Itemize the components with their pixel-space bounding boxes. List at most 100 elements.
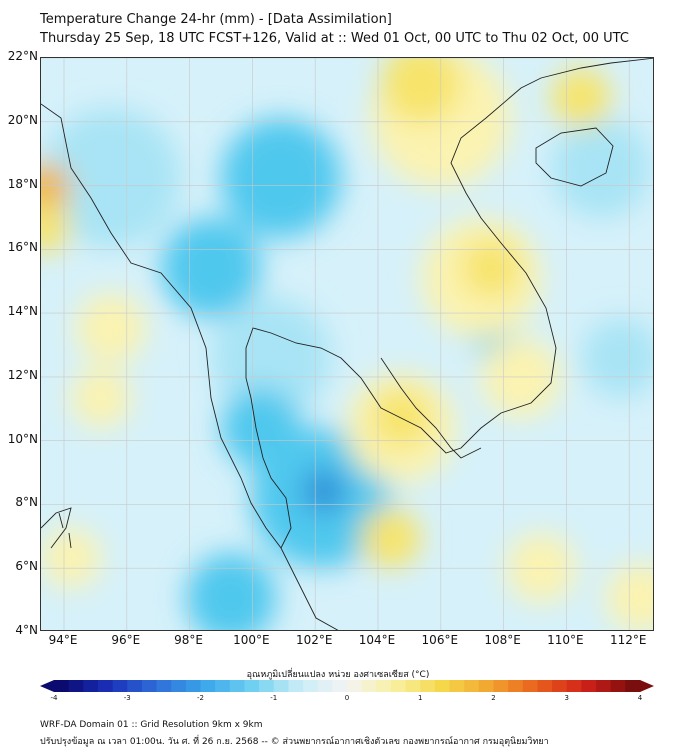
- longitude-label: 98°E: [174, 633, 204, 647]
- chart-title: Temperature Change 24-hr (mm) - [Data As…: [40, 12, 392, 27]
- colorbar-segment: [229, 680, 245, 692]
- map-gridlines: [41, 58, 653, 630]
- latitude-label: 14°N: [7, 304, 38, 319]
- colorbar-segment: [54, 680, 70, 692]
- colorbar-segment: [478, 680, 494, 692]
- colorbar-segment: [596, 680, 612, 692]
- map-panel[interactable]: [40, 57, 654, 631]
- field-patch: [581, 318, 653, 398]
- colorbar-tick-label: 1: [418, 694, 423, 702]
- colorbar-max-arrow: [640, 680, 654, 692]
- colorbar-tick-label: 2: [491, 694, 496, 702]
- longitude-label: 100°E: [233, 633, 270, 647]
- colorbar-segment: [361, 680, 377, 692]
- field-patch: [186, 553, 276, 630]
- colorbar-segment: [156, 680, 172, 692]
- field-patch: [41, 203, 71, 253]
- footer-model-info: WRF-DA Domain 01 :: Grid Resolution 9km …: [40, 720, 263, 730]
- colorbar-segment: [493, 680, 509, 692]
- colorbar-min-arrow: [40, 680, 54, 692]
- colorbar-segment: [537, 680, 553, 692]
- colorbar-segment: [185, 680, 201, 692]
- latitude-label: 4°N: [15, 623, 38, 637]
- longitude-label: 112°E: [609, 633, 647, 647]
- map-canvas: [41, 58, 653, 630]
- island-coastline: [58, 512, 72, 549]
- field-patch: [76, 293, 146, 363]
- colorbar-tick-label: -3: [123, 694, 131, 702]
- latitude-label: 8°N: [15, 495, 38, 510]
- colorbar-segment: [127, 680, 143, 692]
- field-patch: [41, 163, 71, 213]
- colorbar-tick-label: -2: [197, 694, 204, 702]
- field-patch: [221, 118, 341, 238]
- field-patch: [41, 108, 181, 248]
- mainland-coastline: [41, 58, 653, 630]
- colorbar-segment: [303, 680, 319, 692]
- field-patch: [302, 469, 346, 513]
- field-patch: [161, 218, 261, 318]
- colorbar-segment: [244, 680, 260, 692]
- colorbar-segment: [552, 680, 568, 692]
- field-patch: [551, 118, 651, 218]
- colorbar-segment: [566, 680, 582, 692]
- latitude-label: 22°N: [7, 49, 38, 63]
- colorbar-segment: [449, 680, 465, 692]
- colorbar-segment: [347, 680, 363, 692]
- longitude-label: 108°E: [484, 633, 521, 647]
- field-patch: [461, 238, 521, 298]
- delta-coastline: [380, 357, 482, 459]
- longitude-label: 106°E: [421, 633, 459, 647]
- longitude-label: 102°E: [295, 633, 333, 647]
- temperature-field: [41, 58, 653, 630]
- longitude-label: 110°E: [547, 633, 584, 647]
- hainan-coastline: [535, 127, 614, 187]
- field-patch: [41, 528, 101, 588]
- field-patch: [361, 508, 421, 568]
- longitude-label: 96°E: [111, 633, 141, 647]
- colorbar-segment: [83, 680, 99, 692]
- colorbar-segment: [97, 680, 114, 692]
- colorbar-segment: [610, 680, 626, 692]
- field-patch: [551, 68, 611, 128]
- latitude-label: 12°N: [7, 367, 38, 382]
- colorbar-segment: [332, 680, 348, 692]
- latitude-label: 16°N: [7, 240, 38, 255]
- coastlines-and-borders: [41, 58, 653, 630]
- colorbar-segment: [112, 680, 128, 692]
- colorbar: [40, 680, 654, 692]
- colorbar-segment: [215, 680, 231, 692]
- colorbar-segment: [259, 680, 275, 692]
- colorbar-segment: [581, 680, 597, 692]
- latitude-label: 10°N: [7, 431, 38, 446]
- colorbar-segment: [522, 680, 538, 692]
- colorbar-segment: [317, 680, 333, 692]
- colorbar-segment: [420, 680, 436, 692]
- colorbar-segment: [141, 680, 158, 692]
- colorbar-tick-label: 4: [637, 694, 643, 702]
- colorbar-segment: [68, 680, 84, 692]
- sumatra-coastline: [41, 507, 72, 549]
- colorbar-segment: [390, 680, 407, 692]
- colorbar-segment: [200, 680, 216, 692]
- longitude-label: 94°E: [48, 633, 78, 647]
- colorbar-tick-label: -4: [50, 694, 58, 702]
- chart-subtitle: Thursday 25 Sep, 18 UTC FCST+126, Valid …: [40, 31, 629, 46]
- colorbar-tick-label: 0: [344, 694, 350, 702]
- colorbar-tick-label: -1: [270, 694, 278, 702]
- colorbar-title: อุณหภูมิเปลี่ยนแปลง หน่วย องศาเซลเซียส (…: [246, 670, 430, 680]
- colorbar-segment: [376, 680, 392, 692]
- field-patch: [71, 368, 131, 428]
- colorbar-segment: [625, 680, 641, 692]
- colorbar-segment: [508, 680, 524, 692]
- field-patch: [606, 563, 653, 630]
- colorbar-segment: [171, 680, 187, 692]
- colorbar-segment: [434, 680, 451, 692]
- footer-update-info: ปรับปรุงข้อมูล ณ เวลา 01:00น. วัน ศ. ที่…: [40, 737, 549, 747]
- colorbar-segment: [405, 680, 421, 692]
- longitude-label: 104°E: [358, 633, 396, 647]
- colorbar-segment: [273, 680, 289, 692]
- field-patch: [211, 298, 331, 418]
- colorbar-segment: [288, 680, 304, 692]
- latitude-label: 18°N: [7, 176, 38, 191]
